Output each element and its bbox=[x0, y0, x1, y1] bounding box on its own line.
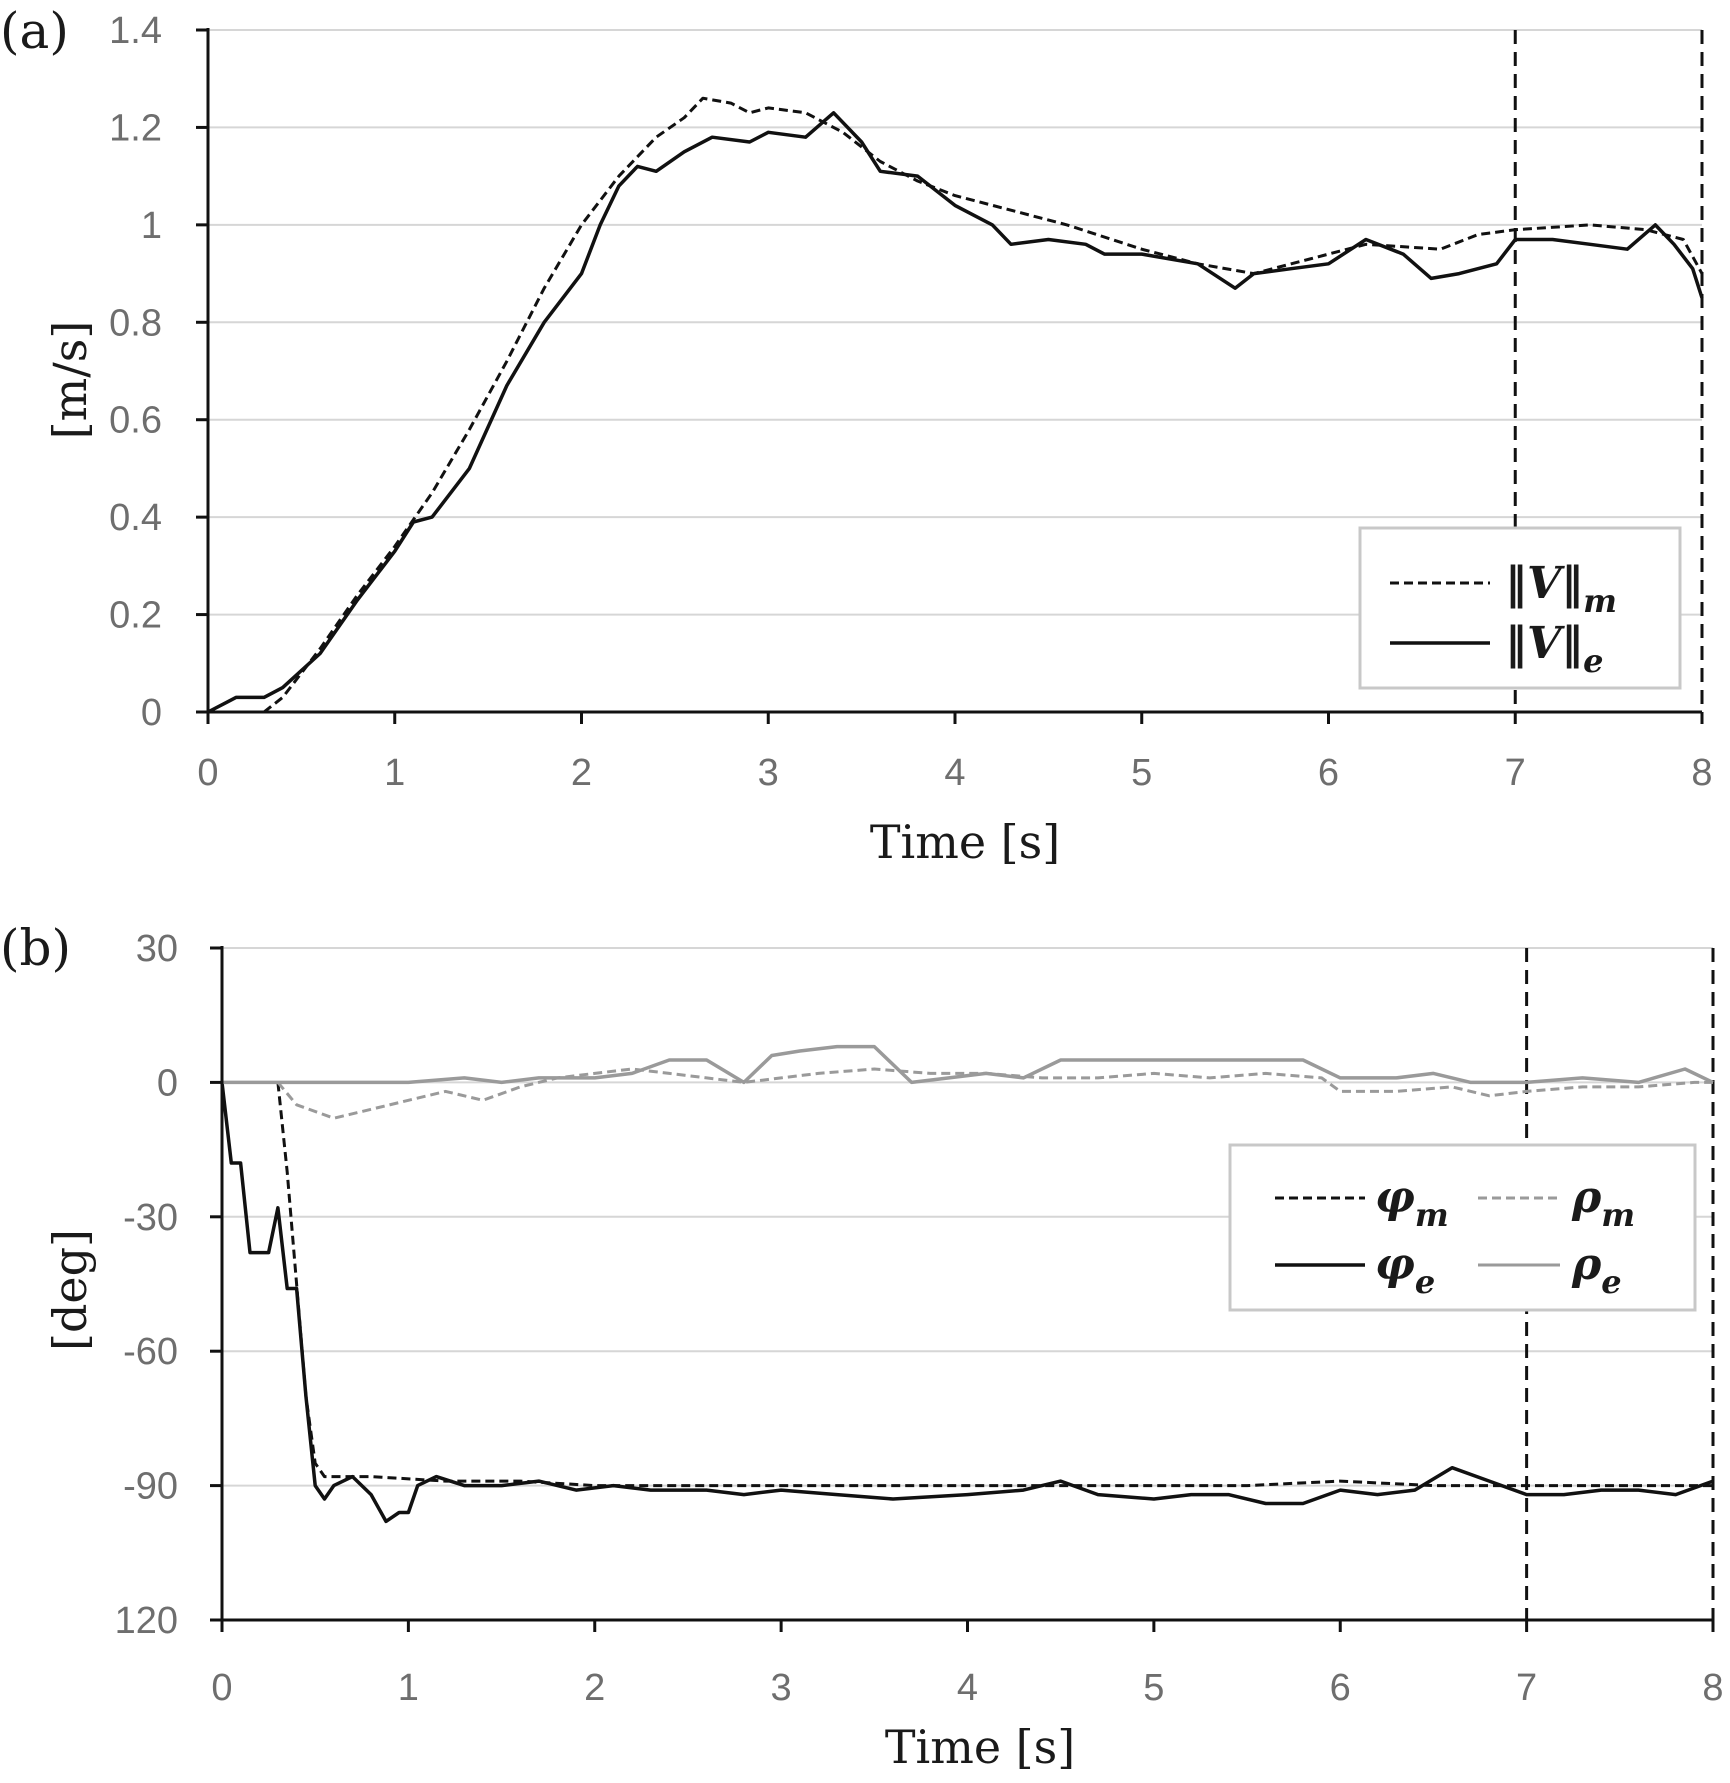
axes-a bbox=[196, 28, 1704, 724]
x-tick-label-a-5: 5 bbox=[1131, 752, 1152, 794]
panel-label-a: (a) bbox=[0, 2, 69, 60]
x-tick-label-a-0: 0 bbox=[197, 752, 218, 794]
y-tick-label-b-3: -30 bbox=[123, 1197, 178, 1239]
y-tick-label-a-7: 1.4 bbox=[109, 10, 162, 52]
y-tick-label-a-5: 1 bbox=[141, 205, 162, 247]
y-tick-label-b-4: 0 bbox=[157, 1062, 178, 1104]
legend-box-b bbox=[1228, 1143, 1697, 1312]
series-a bbox=[207, 96, 1704, 714]
panel-a: (a) 0 0.2 0.4 0.6 0.8 1 1.2 1.4 0 1 2 3 4 5 6 7 8 Time … bbox=[0, 2, 1713, 869]
legend-label-b-2: φe bbox=[1375, 1239, 1435, 1301]
legend-b: φm ρm φe ρe bbox=[1228, 1143, 1697, 1312]
series-line-b-2 bbox=[220, 1082, 1714, 1524]
x-tick-label-a-8: 8 bbox=[1691, 752, 1712, 794]
legend-label-a-0: ‖V‖m bbox=[1505, 558, 1617, 620]
legend-box-a bbox=[1358, 526, 1682, 690]
x-tick-label-b-8: 8 bbox=[1702, 1667, 1723, 1709]
x-axis-title-a: Time [s] bbox=[870, 815, 1060, 869]
x-tick-label-a-4: 4 bbox=[944, 752, 965, 794]
x-tick-label-a-3: 3 bbox=[758, 752, 779, 794]
x-tick-label-b-4: 4 bbox=[957, 1667, 978, 1709]
x-tick-label-b-2: 2 bbox=[584, 1667, 605, 1709]
x-tick-label-a-2: 2 bbox=[571, 752, 592, 794]
y-tick-label-b-0: 120 bbox=[115, 1600, 178, 1642]
series-line-a-1 bbox=[207, 111, 1704, 714]
x-tick-label-b-5: 5 bbox=[1143, 1667, 1164, 1709]
x-tick-label-b-0: 0 bbox=[211, 1667, 232, 1709]
y-tick-label-a-0: 0 bbox=[141, 692, 162, 734]
y-tick-label-a-4: 0.8 bbox=[109, 302, 162, 344]
x-tick-label-b-7: 7 bbox=[1516, 1667, 1537, 1709]
y-tick-label-a-6: 1.2 bbox=[109, 107, 162, 149]
y-axis-title-b: [deg] bbox=[43, 1229, 97, 1351]
y-axis-title-a: [m/s] bbox=[43, 321, 97, 440]
vertical-markers-a bbox=[1513, 30, 1704, 712]
y-tick-label-b-5: 30 bbox=[136, 928, 178, 970]
x-tick-label-a-1: 1 bbox=[384, 752, 405, 794]
legend-label-b-0: φm bbox=[1375, 1172, 1449, 1234]
x-tick-labels-a: 0 1 2 3 4 5 6 7 8 bbox=[197, 752, 1712, 794]
series-b bbox=[220, 1044, 1714, 1524]
legend-label-b-3: ρe bbox=[1571, 1239, 1622, 1301]
x-tick-label-b-1: 1 bbox=[398, 1667, 419, 1709]
series-line-b-1 bbox=[276, 1067, 1713, 1120]
panel-label-b: (b) bbox=[0, 919, 71, 977]
y-tick-label-a-2: 0.4 bbox=[109, 497, 162, 539]
legend-label-b-1: ρm bbox=[1571, 1172, 1635, 1234]
legend-label-a-1: ‖V‖e bbox=[1505, 618, 1604, 680]
panel-b: (b) 120 -90 -60 -30 0 30 0 1 2 3 4 5 6 7 8 Time [s] [… bbox=[0, 919, 1724, 1774]
x-axis-title-b: Time [s] bbox=[885, 1720, 1075, 1774]
x-tick-label-a-7: 7 bbox=[1505, 752, 1526, 794]
legend-a: ‖V‖m ‖V‖e bbox=[1358, 526, 1682, 690]
series-line-b-0 bbox=[276, 1082, 1713, 1488]
x-tick-label-b-3: 3 bbox=[771, 1667, 792, 1709]
axes-b bbox=[210, 946, 1715, 1632]
y-tick-label-a-1: 0.2 bbox=[109, 595, 162, 637]
series-line-b-3 bbox=[222, 1044, 1714, 1085]
y-tick-labels-b: 120 -90 -60 -30 0 30 bbox=[115, 928, 178, 1642]
x-tick-label-b-6: 6 bbox=[1330, 1667, 1351, 1709]
x-tick-labels-b: 0 1 2 3 4 5 6 7 8 bbox=[211, 1667, 1723, 1709]
y-tick-label-b-2: -60 bbox=[123, 1331, 178, 1373]
y-tick-label-a-3: 0.6 bbox=[109, 400, 162, 442]
x-tick-label-a-6: 6 bbox=[1318, 752, 1339, 794]
gridlines-a bbox=[208, 29, 1702, 616]
y-tick-labels-a: 0 0.2 0.4 0.6 0.8 1 1.2 1.4 bbox=[109, 10, 162, 734]
y-tick-label-b-1: -90 bbox=[123, 1466, 178, 1508]
